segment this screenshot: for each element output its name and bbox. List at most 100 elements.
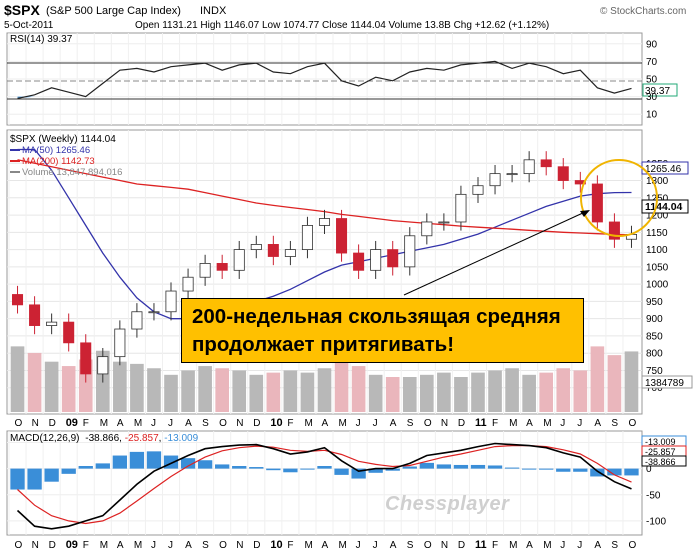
month-label: J <box>356 540 361 551</box>
last-close-box <box>641 199 689 214</box>
annotation-arrow-head <box>580 210 590 217</box>
candle-body <box>455 193 467 223</box>
macd-hist-bar <box>300 468 315 470</box>
volume-bar <box>505 368 519 412</box>
month-label: D <box>253 418 260 429</box>
candle-body <box>12 294 24 306</box>
volume-bar <box>454 377 468 412</box>
month-label: M <box>304 418 312 429</box>
candle-body <box>199 263 211 278</box>
price-tick-label: 950 <box>646 297 663 308</box>
macd-hist-bar <box>61 468 76 474</box>
month-label: O <box>219 540 227 551</box>
month-label: S <box>202 540 209 551</box>
macd-panel: MACD(12,26,9) -38.866, -25.857, -13.009 … <box>6 430 687 536</box>
macd-tick-label: -100 <box>646 516 666 527</box>
candle-body <box>46 321 58 326</box>
month-label: J <box>168 540 173 551</box>
chart-date: 5-Oct-2011 <box>4 20 54 31</box>
watermark: Chessplayer <box>385 493 510 515</box>
macd-hist-bar <box>317 466 332 469</box>
macd-hist-bar <box>556 468 571 472</box>
macd-hist-bar <box>78 466 93 469</box>
price-tick-label: 1150 <box>646 228 668 239</box>
month-label: F <box>83 540 89 551</box>
candle-body <box>336 218 348 254</box>
macd-hist-bar <box>197 460 213 469</box>
volume-bar <box>385 377 400 412</box>
month-label: S <box>407 418 414 429</box>
rsi-last-box <box>642 83 678 97</box>
volume-bar <box>488 370 502 412</box>
price-label: $SPX (Weekly) 1144.04 <box>10 134 116 145</box>
volume-bar <box>607 355 622 412</box>
month-label: 10 <box>270 539 282 551</box>
candle-body <box>216 263 228 271</box>
candle-body <box>387 249 399 268</box>
legend-entry: MA(50) 1265.46 <box>22 145 90 156</box>
month-label: M <box>509 418 517 429</box>
macd-hist-bar <box>368 468 383 473</box>
candle-body <box>318 218 331 226</box>
month-label: 11 <box>475 539 487 551</box>
volume-bar <box>402 377 417 412</box>
macd-hist-bar <box>470 464 486 469</box>
month-label: O <box>219 418 227 429</box>
volume-bar <box>368 374 383 412</box>
macd-hist-bar <box>385 468 400 471</box>
rsi-last-value: 39.37 <box>645 86 670 97</box>
month-label: J <box>577 418 582 429</box>
candle-body <box>404 235 416 268</box>
macd-hist-bar <box>112 455 128 469</box>
macd-hist-value-right: -13.009 <box>645 437 676 447</box>
month-label: A <box>185 418 192 429</box>
month-label: 09 <box>66 417 78 429</box>
macd-hist-bar <box>95 463 110 469</box>
candle-body <box>421 221 433 237</box>
price-tick-label: 700 <box>646 383 663 394</box>
macd-hist-bar <box>487 465 503 469</box>
month-label: 09 <box>66 539 78 551</box>
volume-bar <box>266 372 281 412</box>
quote-line: Open 1131.21 High 1146.07 Low 1074.77 Cl… <box>135 20 549 31</box>
macd-hist-bar <box>607 468 622 476</box>
volume-value: 1384789 <box>645 378 684 389</box>
rsi-panel: RSI(14) 39.37 39.37 90 70 50 30 10 <box>6 32 678 126</box>
candle-body <box>63 321 75 344</box>
month-label: A <box>185 540 192 551</box>
candle-body <box>608 221 620 240</box>
month-label: M <box>134 418 142 429</box>
month-label: M <box>134 540 142 551</box>
rsi-label: RSI(14) 39.37 <box>10 34 73 45</box>
month-label: D <box>49 540 56 551</box>
symbol: $SPX <box>4 2 40 18</box>
month-label: O <box>628 418 636 429</box>
candle-body <box>540 159 552 168</box>
month-label: A <box>526 540 533 551</box>
volume-bar <box>539 372 554 412</box>
volume-bar <box>317 368 332 412</box>
volume-bar <box>420 374 434 412</box>
month-label: S <box>611 418 618 429</box>
provider: © StockCharts.com <box>600 6 686 17</box>
macd-hist-bar <box>129 451 145 469</box>
annotation-line-1: 200-недельная скользящая средняя <box>192 305 561 328</box>
month-label: N <box>441 418 448 429</box>
macd-hist-bar <box>453 464 469 469</box>
volume-bar <box>10 346 25 412</box>
volume-bar <box>27 352 42 412</box>
month-label: N <box>32 540 39 551</box>
macd-hist-bar <box>539 468 554 470</box>
macd-hist-bar <box>215 464 230 469</box>
month-label: A <box>526 418 533 429</box>
month-label: N <box>236 540 243 551</box>
macd-hist-bar <box>521 468 537 470</box>
rsi-tick-label: 30 <box>646 92 658 103</box>
price-tick-label: 850 <box>646 331 663 342</box>
volume-bar <box>556 368 571 412</box>
volume-bar <box>113 361 127 412</box>
month-label: J <box>373 418 378 429</box>
month-label: M <box>339 540 347 551</box>
month-label: D <box>458 418 465 429</box>
volume-bar <box>624 351 639 412</box>
